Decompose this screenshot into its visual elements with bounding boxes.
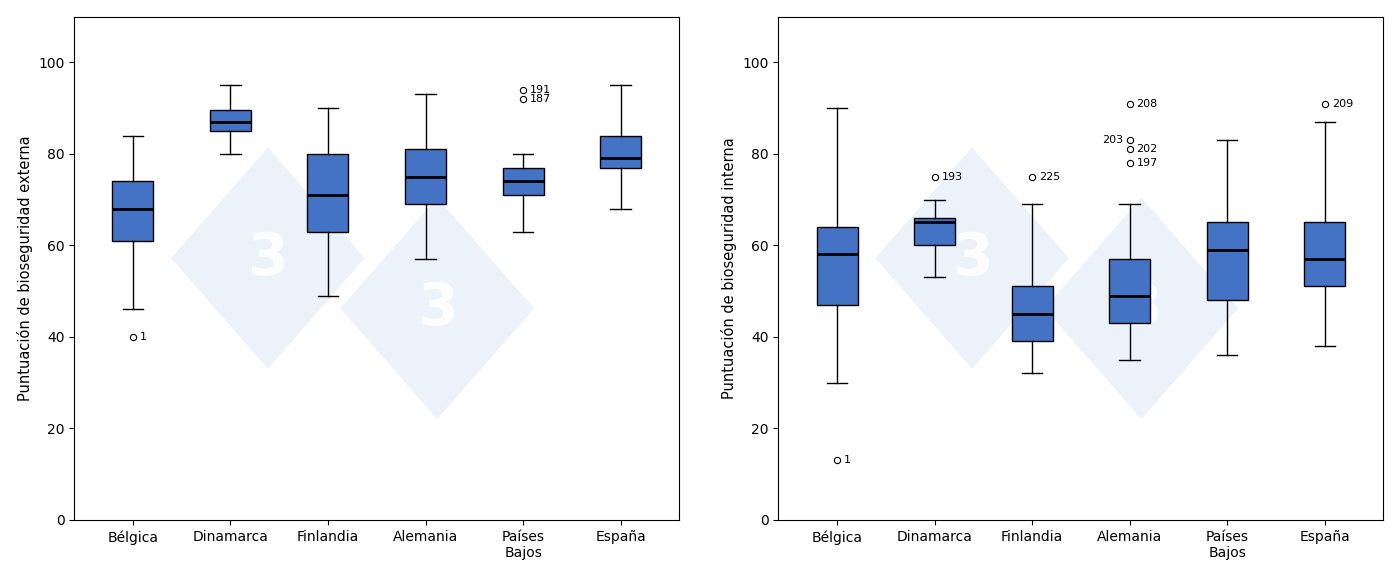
Polygon shape — [875, 148, 1068, 369]
Text: 3: 3 — [1121, 280, 1162, 337]
Text: 187: 187 — [531, 94, 552, 104]
PathPatch shape — [816, 227, 858, 305]
Text: 1: 1 — [844, 455, 851, 465]
Y-axis label: Puntuación de bioseguridad externa: Puntuación de bioseguridad externa — [17, 136, 32, 401]
Text: 3: 3 — [952, 230, 993, 287]
Text: 203: 203 — [1102, 135, 1123, 145]
PathPatch shape — [210, 110, 251, 131]
Text: 225: 225 — [1039, 172, 1060, 182]
Y-axis label: Puntuación de bioseguridad interna: Puntuación de bioseguridad interna — [721, 137, 736, 399]
PathPatch shape — [1012, 287, 1053, 342]
Text: 3: 3 — [248, 230, 288, 287]
Text: 208: 208 — [1137, 99, 1158, 108]
PathPatch shape — [308, 154, 349, 231]
PathPatch shape — [503, 167, 543, 195]
Polygon shape — [340, 198, 533, 419]
Text: 3: 3 — [417, 280, 458, 337]
PathPatch shape — [1305, 223, 1345, 287]
Text: 202: 202 — [1137, 144, 1158, 154]
Text: 209: 209 — [1331, 99, 1352, 108]
PathPatch shape — [112, 181, 154, 241]
Text: 197: 197 — [1137, 158, 1158, 168]
Polygon shape — [171, 148, 364, 369]
PathPatch shape — [405, 149, 447, 204]
Text: 193: 193 — [941, 172, 963, 182]
PathPatch shape — [1207, 223, 1247, 300]
PathPatch shape — [1109, 259, 1151, 323]
Text: 191: 191 — [531, 85, 552, 95]
PathPatch shape — [914, 218, 955, 245]
PathPatch shape — [601, 136, 641, 167]
Polygon shape — [1044, 198, 1238, 419]
Text: 1: 1 — [140, 332, 147, 342]
